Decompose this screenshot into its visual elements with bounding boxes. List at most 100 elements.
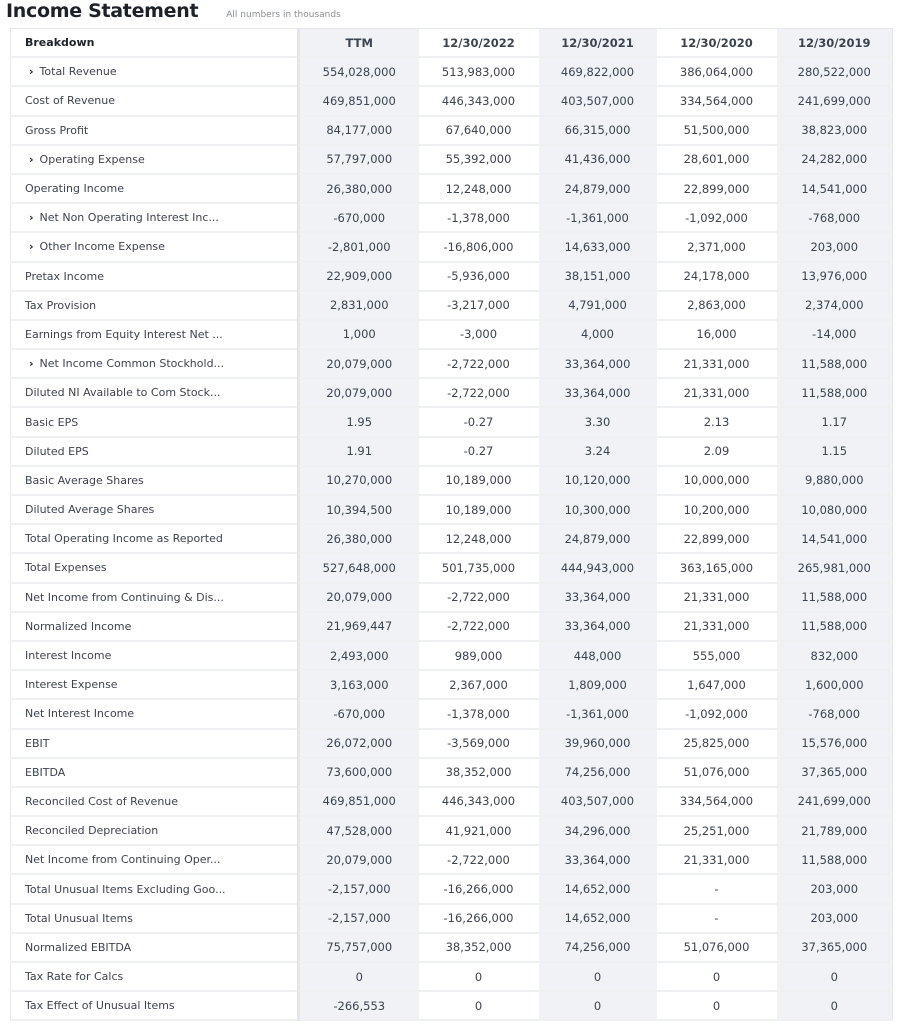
- value-cell: 2,371,000: [656, 232, 777, 263]
- row-label-text: Net Income from Continuing & Dis...: [25, 590, 224, 604]
- value-cell: 14,541,000: [776, 524, 893, 555]
- row-label: Diluted NI Available to Com Stock...: [10, 378, 300, 409]
- value-cell: 75,757,000: [298, 932, 419, 964]
- row-label: Basic Average Shares: [10, 465, 300, 497]
- value-cell: 11,588,000: [776, 611, 893, 642]
- row-label: Reconciled Cost of Revenue: [10, 786, 300, 818]
- row-label: Basic EPS: [10, 407, 300, 438]
- value-cell: -1,378,000: [418, 699, 539, 730]
- value-cell: 2,493,000: [298, 640, 419, 672]
- table-row: Interest Income 2,493,000 989,000 448,000 55…: [10, 640, 893, 672]
- value-cell: 1.15: [776, 436, 893, 467]
- chevron-right-icon[interactable]: ›: [29, 211, 34, 225]
- row-label[interactable]: › Net Income Common Stockhold...: [10, 349, 300, 380]
- value-cell: 34,296,000: [538, 816, 657, 847]
- row-label: Gross Profit: [10, 115, 300, 146]
- value-cell: 33,364,000: [538, 349, 657, 380]
- value-cell: -1,092,000: [656, 203, 777, 234]
- table-row: › Net Non Operating Interest Inc... -670,0…: [10, 203, 893, 234]
- row-label[interactable]: › Total Revenue: [10, 57, 300, 88]
- row-label-text: Reconciled Cost of Revenue: [25, 794, 179, 808]
- value-cell: -3,000: [418, 319, 539, 351]
- table-row: Tax Provision 2,831,000 -3,217,000 4,791,00…: [10, 290, 893, 321]
- value-cell: 2,831,000: [298, 290, 419, 321]
- chevron-right-icon[interactable]: ›: [29, 240, 34, 254]
- row-label-text: Total Unusual Items Excluding Goo...: [25, 882, 226, 896]
- row-label[interactable]: › Net Non Operating Interest Inc...: [10, 203, 300, 234]
- value-cell: 446,343,000: [418, 786, 539, 818]
- row-label-text: Diluted Average Shares: [25, 503, 155, 517]
- row-label: Reconciled Depreciation: [10, 816, 300, 847]
- column-header-period: TTM: [298, 28, 419, 59]
- value-cell: 41,921,000: [418, 816, 539, 847]
- value-cell: 265,981,000: [776, 553, 893, 584]
- table-row: Basic EPS 1.95 -0.27 3.30 2.13 1.17: [10, 407, 893, 438]
- row-label-text: Normalized Income: [25, 619, 132, 633]
- row-label-text: Total Unusual Items: [25, 911, 133, 925]
- value-cell: 55,392,000: [418, 144, 539, 175]
- value-cell: -2,801,000: [298, 232, 419, 263]
- chevron-right-icon[interactable]: ›: [29, 152, 34, 166]
- chevron-right-icon[interactable]: ›: [29, 357, 34, 371]
- value-cell: 1.17: [776, 407, 893, 438]
- row-label: Normalized EBITDA: [10, 932, 300, 964]
- value-cell: 26,380,000: [298, 173, 419, 205]
- table-row: Reconciled Cost of Revenue 469,851,000 446…: [10, 786, 893, 818]
- value-cell: -0.27: [418, 407, 539, 438]
- chevron-right-icon[interactable]: ›: [29, 65, 34, 79]
- value-cell: 1,809,000: [538, 670, 657, 701]
- value-cell: 10,394,500: [298, 495, 419, 526]
- row-label[interactable]: › Operating Expense: [10, 144, 300, 175]
- column-header-period: 12/30/2022: [418, 28, 539, 59]
- value-cell: 37,365,000: [776, 932, 893, 964]
- value-cell: 20,079,000: [298, 845, 419, 876]
- value-cell: 24,879,000: [538, 524, 657, 555]
- row-label-text: Net Interest Income: [25, 707, 135, 721]
- value-cell: 386,064,000: [656, 57, 777, 88]
- value-cell: 73,600,000: [298, 757, 419, 788]
- value-cell: 469,851,000: [298, 786, 419, 818]
- column-header-breakdown: Breakdown: [10, 28, 300, 59]
- row-label: Total Operating Income as Reported: [10, 524, 300, 555]
- value-cell: 41,436,000: [538, 144, 657, 175]
- table-row: Net Income from Continuing & Dis... 20,07…: [10, 582, 893, 613]
- value-cell: 11,588,000: [776, 845, 893, 876]
- value-cell: 3.30: [538, 407, 657, 438]
- row-label-text: Net Income from Continuing Oper...: [25, 853, 221, 867]
- value-cell: 51,076,000: [656, 932, 777, 964]
- row-label: Pretax Income: [10, 261, 300, 292]
- value-cell: 33,364,000: [538, 378, 657, 409]
- row-label-text: Tax Effect of Unusual Items: [25, 999, 175, 1013]
- value-cell: 0: [298, 962, 419, 993]
- column-header-period: 12/30/2021: [538, 28, 657, 59]
- row-label: Tax Effect of Unusual Items: [10, 991, 300, 1022]
- value-cell: 21,331,000: [656, 349, 777, 380]
- row-label-text: Total Revenue: [39, 65, 117, 79]
- row-label[interactable]: › Other Income Expense: [10, 232, 300, 263]
- table-row: Net Income from Continuing Oper... 20,079…: [10, 845, 893, 876]
- table-row: › Other Income Expense -2,801,000 -16,806,0…: [10, 232, 893, 263]
- value-cell: 21,331,000: [656, 582, 777, 613]
- value-cell: 67,640,000: [418, 115, 539, 146]
- value-cell: 989,000: [418, 640, 539, 672]
- value-cell: 2,367,000: [418, 670, 539, 701]
- row-label: Total Unusual Items Excluding Goo...: [10, 874, 300, 905]
- units-note: All numbers in thousands: [226, 10, 341, 20]
- value-cell: -2,722,000: [418, 845, 539, 876]
- value-cell: 3,163,000: [298, 670, 419, 701]
- value-cell: 0: [656, 991, 777, 1022]
- value-cell: 2.09: [656, 436, 777, 467]
- table-row: Normalized Income 21,969,447 -2,722,000 33,…: [10, 611, 893, 642]
- income-statement-table: Breakdown TTM 12/30/2022 12/30/2021 12/30/20…: [10, 28, 893, 1022]
- value-cell: 469,822,000: [538, 57, 657, 88]
- row-label: Net Income from Continuing & Dis...: [10, 582, 300, 613]
- value-cell: 84,177,000: [298, 115, 419, 146]
- value-cell: -1,361,000: [538, 203, 657, 234]
- value-cell: 334,564,000: [656, 86, 777, 117]
- value-cell: 21,331,000: [656, 845, 777, 876]
- value-cell: 0: [776, 962, 893, 993]
- value-cell: 20,079,000: [298, 349, 419, 380]
- value-cell: 38,823,000: [776, 115, 893, 146]
- value-cell: 12,248,000: [418, 524, 539, 555]
- value-cell: 0: [418, 962, 539, 993]
